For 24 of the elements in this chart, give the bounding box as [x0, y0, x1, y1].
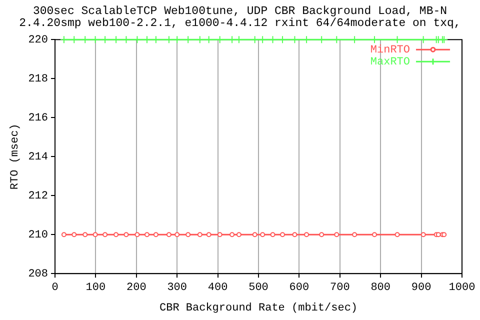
x-tick-label: 200: [126, 282, 146, 294]
chart-subtitle: 2.4.20smp web100-2.2.1, e1000-4.4.12 rxint 64/64moderate on txq,: [18, 17, 462, 30]
x-tick-label: 700: [330, 282, 350, 294]
y-tick-label: 212: [28, 190, 48, 203]
y-tick-label: 218: [28, 74, 48, 86]
y-tick-label: 220: [28, 34, 48, 47]
y-tick-label: 216: [28, 112, 48, 125]
x-tick-label: 500: [248, 282, 268, 294]
y-tick-label: 208: [28, 268, 48, 281]
x-tick-label: 1000: [448, 282, 476, 294]
y-tick-label: 210: [28, 230, 48, 242]
x-tick-label: 0: [52, 282, 58, 294]
x-tick-label: 800: [370, 282, 391, 294]
x-tick-label: 900: [411, 282, 432, 294]
legend-label: MaxRTO: [370, 56, 410, 69]
chart-title: 300sec ScalableTCP Web100tune, UDP CBR Background Load, MB-N: [32, 5, 448, 18]
y-tick-label: 214: [28, 152, 48, 164]
x-tick-label: 300: [167, 282, 188, 294]
x-tick-label: 100: [86, 282, 106, 294]
x-tick-label: 400: [208, 282, 228, 294]
x-tick-label: 600: [289, 282, 310, 294]
legend-label: MinRTO: [370, 44, 410, 57]
x-axis-title: CBR Background Rate (mbit/sec): [159, 302, 358, 314]
y-axis-title: RTO (msec): [10, 124, 22, 190]
